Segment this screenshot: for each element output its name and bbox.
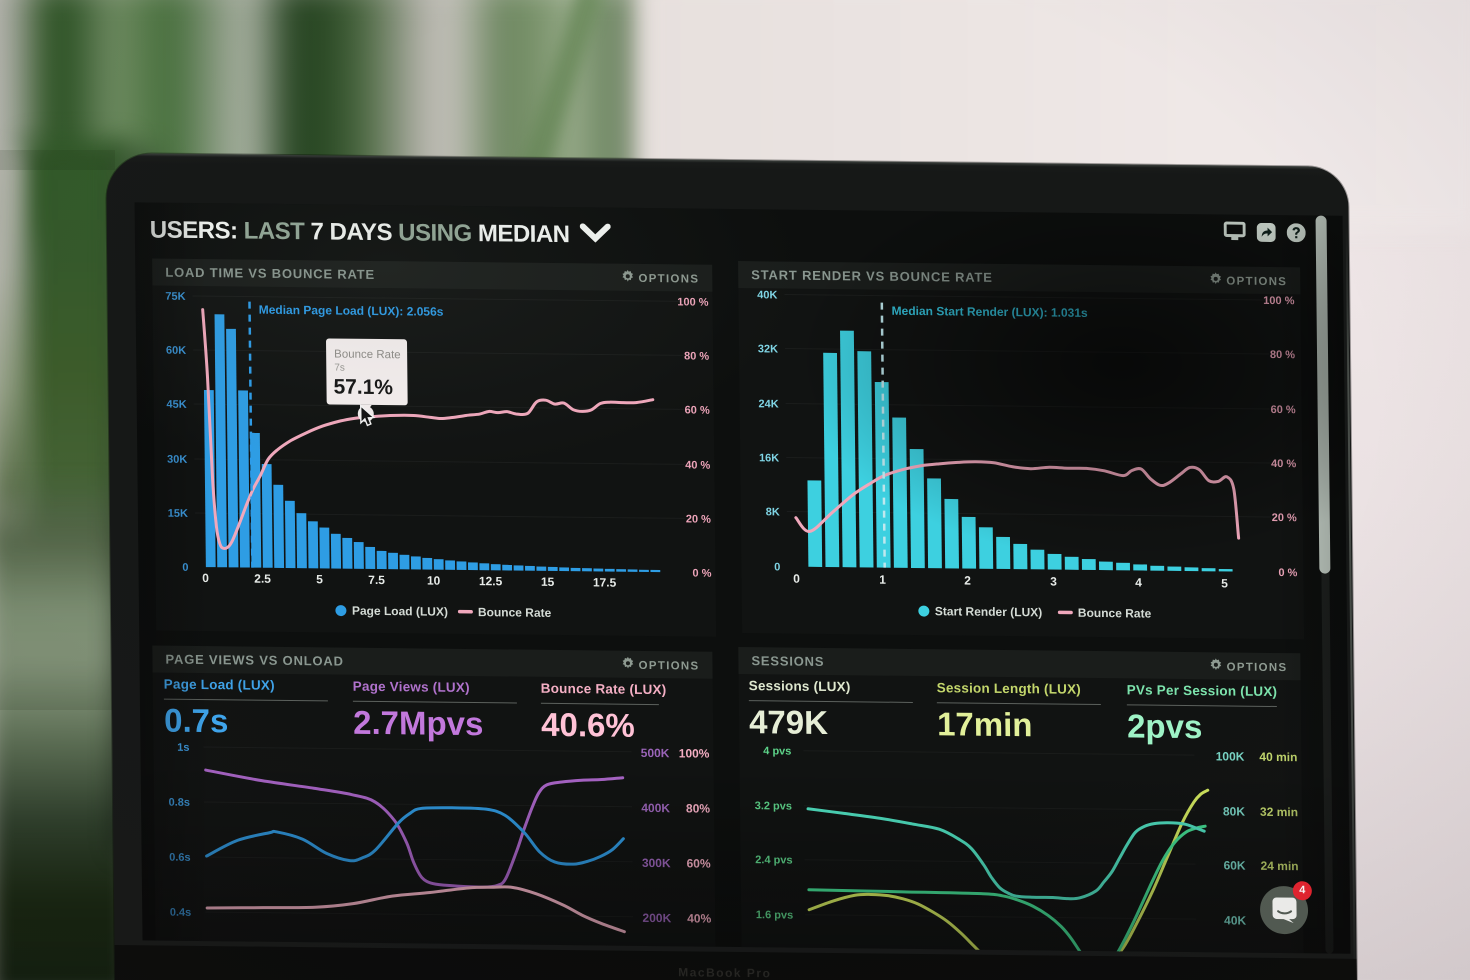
svg-text:0.6s: 0.6s xyxy=(169,852,191,864)
svg-text:Bounce Rate: Bounce Rate xyxy=(1078,606,1152,621)
svg-text:10: 10 xyxy=(427,574,441,588)
svg-text:7s: 7s xyxy=(334,363,345,374)
svg-text:500K: 500K xyxy=(641,746,670,760)
svg-text:40K: 40K xyxy=(1224,913,1246,927)
svg-text:15: 15 xyxy=(541,575,555,589)
svg-text:80 %: 80 % xyxy=(684,350,709,362)
svg-text:40 %: 40 % xyxy=(685,459,710,471)
svg-text:7.5: 7.5 xyxy=(368,573,385,587)
svg-text:Median Start Render (LUX): 1.0: Median Start Render (LUX): 1.031s xyxy=(892,304,1089,320)
svg-text:300K: 300K xyxy=(642,856,671,870)
svg-text:2: 2 xyxy=(964,574,971,588)
svg-text:45K: 45K xyxy=(166,399,186,411)
svg-text:24K: 24K xyxy=(758,398,778,410)
svg-text:75K: 75K xyxy=(165,291,185,303)
svg-text:1.6 pvs: 1.6 pvs xyxy=(756,909,793,921)
svg-text:100K: 100K xyxy=(1216,749,1245,763)
svg-text:0: 0 xyxy=(774,561,780,573)
svg-text:5: 5 xyxy=(1221,576,1228,590)
svg-text:40 %: 40 % xyxy=(1271,458,1296,470)
svg-text:40%: 40% xyxy=(687,911,711,925)
svg-text:3.2 pvs: 3.2 pvs xyxy=(755,800,792,812)
svg-text:80K: 80K xyxy=(1223,804,1245,818)
svg-text:3: 3 xyxy=(1050,574,1057,588)
svg-text:20 %: 20 % xyxy=(686,513,711,525)
svg-text:57.1%: 57.1% xyxy=(333,376,393,400)
svg-text:Page Load (LUX): Page Load (LUX) xyxy=(352,604,448,619)
svg-text:20 %: 20 % xyxy=(1272,512,1297,524)
svg-text:4: 4 xyxy=(1135,575,1142,589)
svg-text:0 %: 0 % xyxy=(1278,567,1297,579)
svg-text:Median Page Load (LUX): 2.056s: Median Page Load (LUX): 2.056s xyxy=(259,303,444,319)
svg-text:60K: 60K xyxy=(166,345,186,357)
svg-text:60%: 60% xyxy=(687,856,711,870)
svg-text:200K: 200K xyxy=(642,911,671,925)
svg-text:0: 0 xyxy=(202,571,209,585)
svg-text:2.5: 2.5 xyxy=(254,572,271,586)
svg-text:2.4 pvs: 2.4 pvs xyxy=(755,854,792,866)
svg-text:40K: 40K xyxy=(757,289,777,301)
svg-text:40 min: 40 min xyxy=(1259,750,1297,764)
svg-text:Start Render (LUX): Start Render (LUX) xyxy=(935,604,1042,619)
svg-text:8K: 8K xyxy=(766,506,780,518)
svg-text:100 %: 100 % xyxy=(1263,295,1295,307)
svg-text:100%: 100% xyxy=(679,746,710,760)
svg-text:16K: 16K xyxy=(759,452,779,464)
svg-text:30K: 30K xyxy=(167,454,187,466)
svg-text:80 %: 80 % xyxy=(1270,349,1295,361)
svg-text:0.4s: 0.4s xyxy=(170,907,192,919)
svg-text:15K: 15K xyxy=(168,508,188,520)
svg-text:400K: 400K xyxy=(641,801,670,815)
svg-text:32K: 32K xyxy=(758,343,778,355)
svg-text:Bounce Rate: Bounce Rate xyxy=(334,349,401,362)
svg-text:60 %: 60 % xyxy=(1270,404,1295,416)
svg-text:Bounce Rate: Bounce Rate xyxy=(478,605,552,620)
svg-text:0: 0 xyxy=(793,572,800,586)
svg-text:100 %: 100 % xyxy=(677,296,709,308)
svg-text:0.8s: 0.8s xyxy=(169,797,191,809)
svg-text:17.5: 17.5 xyxy=(593,575,617,589)
svg-text:32 min: 32 min xyxy=(1260,805,1298,819)
svg-text:60 %: 60 % xyxy=(685,404,710,416)
svg-text:60K: 60K xyxy=(1223,858,1245,872)
svg-text:24 min: 24 min xyxy=(1260,859,1298,873)
svg-text:4 pvs: 4 pvs xyxy=(763,745,791,757)
svg-text:0: 0 xyxy=(182,562,188,574)
svg-text:0 %: 0 % xyxy=(692,568,711,580)
svg-text:1s: 1s xyxy=(177,742,189,754)
svg-text:12.5: 12.5 xyxy=(479,574,503,588)
svg-text:1: 1 xyxy=(879,573,886,587)
svg-text:5: 5 xyxy=(316,572,323,586)
svg-text:80%: 80% xyxy=(686,801,710,815)
